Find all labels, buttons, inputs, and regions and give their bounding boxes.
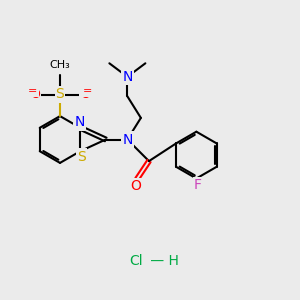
Text: F: F bbox=[194, 178, 202, 192]
Text: N: N bbox=[122, 133, 133, 146]
Text: O: O bbox=[130, 179, 141, 193]
Text: N: N bbox=[74, 116, 85, 129]
Text: S: S bbox=[77, 150, 86, 164]
Text: O: O bbox=[80, 88, 90, 101]
Text: =: = bbox=[28, 86, 38, 96]
Text: O: O bbox=[30, 88, 40, 101]
Text: — H: — H bbox=[146, 254, 178, 268]
Text: Cl: Cl bbox=[129, 254, 142, 268]
Text: CH₃: CH₃ bbox=[50, 60, 70, 70]
Text: S: S bbox=[56, 88, 64, 101]
Text: =: = bbox=[82, 86, 92, 96]
Text: N: N bbox=[122, 70, 133, 84]
